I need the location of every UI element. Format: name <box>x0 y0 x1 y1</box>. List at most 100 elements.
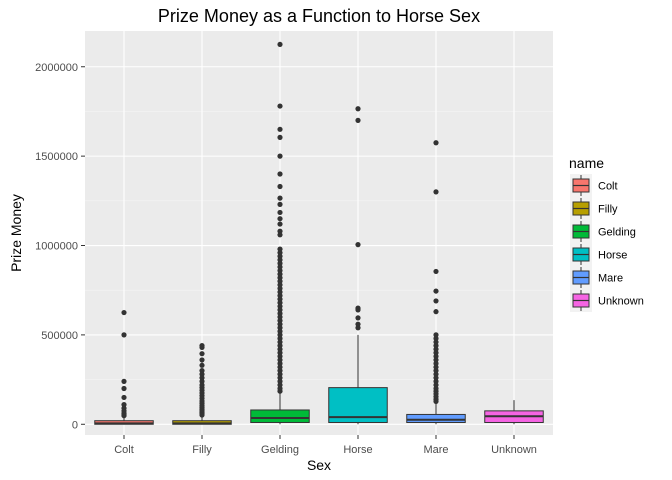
outlier-point <box>433 309 439 315</box>
outlier-point <box>277 378 283 384</box>
outlier-point <box>277 232 283 238</box>
outlier-point <box>277 275 283 281</box>
legend-item-unknown: Unknown <box>570 289 644 312</box>
outlier-point <box>355 315 361 321</box>
outlier-point <box>433 288 439 294</box>
outlier-point <box>199 368 205 374</box>
outlier-point <box>433 357 439 363</box>
outlier-point <box>433 343 439 349</box>
outlier-point <box>277 360 283 367</box>
outlier-point <box>199 375 205 381</box>
outlier-point <box>433 335 439 342</box>
outlier-point <box>199 371 205 377</box>
x-axis: Colt Filly Gelding Horse Mare Unknown <box>114 435 537 456</box>
outlier-point <box>199 412 205 418</box>
outlier-point <box>277 246 283 252</box>
chart-title: Prize Money as a Function to Horse Sex <box>158 6 480 26</box>
x-axis-title: Sex <box>307 457 331 473</box>
outlier-point <box>277 134 283 140</box>
outlier-point <box>277 357 283 363</box>
outlier-point <box>199 344 205 351</box>
outlier-point <box>199 362 205 368</box>
y-axis: 0 500000 1000000 1500000 2000000 <box>35 62 85 431</box>
outlier-point <box>277 332 283 338</box>
outlier-point <box>433 382 439 388</box>
outlier-point <box>433 398 439 404</box>
outlier-point <box>121 378 127 384</box>
y-tick-label: 1500000 <box>35 151 78 163</box>
outlier-point <box>277 267 283 274</box>
outlier-point <box>277 126 283 132</box>
outlier-point <box>121 332 127 338</box>
box-body <box>250 409 310 423</box>
y-tick-label: 2000000 <box>35 62 78 74</box>
outlier-point <box>277 209 283 216</box>
outlier-point <box>121 402 127 408</box>
outlier-point <box>277 183 283 190</box>
box-colt <box>94 309 154 425</box>
outlier-point <box>277 278 283 284</box>
outlier-point <box>277 353 283 359</box>
outlier-point <box>433 360 439 367</box>
box-series <box>94 41 544 425</box>
legend-item-filly: Filly <box>570 197 618 220</box>
outlier-point <box>277 153 283 159</box>
outlier-point <box>433 332 439 338</box>
outlier-point <box>355 117 361 123</box>
outlier-point <box>277 371 283 377</box>
outlier-point <box>277 285 283 292</box>
outlier-point <box>277 321 283 327</box>
legend-title: name <box>569 155 604 171</box>
y-tick-label: 500000 <box>41 330 78 342</box>
legend-label: Horse <box>598 250 627 262</box>
outlier-point <box>355 106 361 112</box>
outlier-point <box>355 242 361 248</box>
outlier-point <box>277 41 283 48</box>
legend-item-gelding: Gelding <box>570 220 636 243</box>
outlier-point <box>277 289 283 295</box>
outlier-point <box>277 271 283 277</box>
outlier-point <box>277 368 283 374</box>
legend-item-horse: Horse <box>570 243 627 266</box>
outlier-point <box>433 346 439 352</box>
y-tick-label: 1000000 <box>35 241 78 253</box>
box-gelding <box>250 41 310 425</box>
y-axis-title: Prize Money <box>8 194 24 272</box>
x-tick-label: Filly <box>192 444 212 456</box>
legend-label: Gelding <box>598 227 636 239</box>
outlier-point <box>433 353 439 359</box>
outlier-point <box>277 350 283 356</box>
outlier-point <box>121 394 127 401</box>
outlier-point <box>277 388 283 394</box>
outlier-point <box>277 250 283 256</box>
outlier-point <box>199 351 205 357</box>
legend-label: Filly <box>598 204 618 216</box>
outlier-point <box>277 228 283 234</box>
outlier-point <box>121 413 127 419</box>
legend-label: Unknown <box>598 296 644 308</box>
outlier-point <box>277 317 283 324</box>
outlier-point <box>277 221 283 227</box>
outlier-point <box>433 268 439 275</box>
outlier-point <box>277 260 283 266</box>
outlier-point <box>277 103 283 109</box>
legend-item-colt: Colt <box>570 174 618 197</box>
outlier-point <box>277 339 283 345</box>
outlier-point <box>277 335 283 342</box>
outlier-point <box>199 357 205 363</box>
outlier-point <box>277 375 283 381</box>
outlier-point <box>277 328 283 334</box>
x-tick-label: Horse <box>343 444 372 456</box>
box-unknown <box>484 400 544 425</box>
outlier-point <box>433 378 439 384</box>
outlier-point <box>277 201 283 207</box>
outlier-point <box>433 350 439 356</box>
outlier-point <box>277 195 283 201</box>
outlier-point <box>121 385 127 392</box>
outlier-point <box>277 300 283 306</box>
outlier-point <box>433 189 439 195</box>
box-body <box>406 413 466 423</box>
outlier-point <box>277 382 283 388</box>
outlier-point <box>433 140 439 146</box>
legend-item-mare: Mare <box>570 266 623 289</box>
